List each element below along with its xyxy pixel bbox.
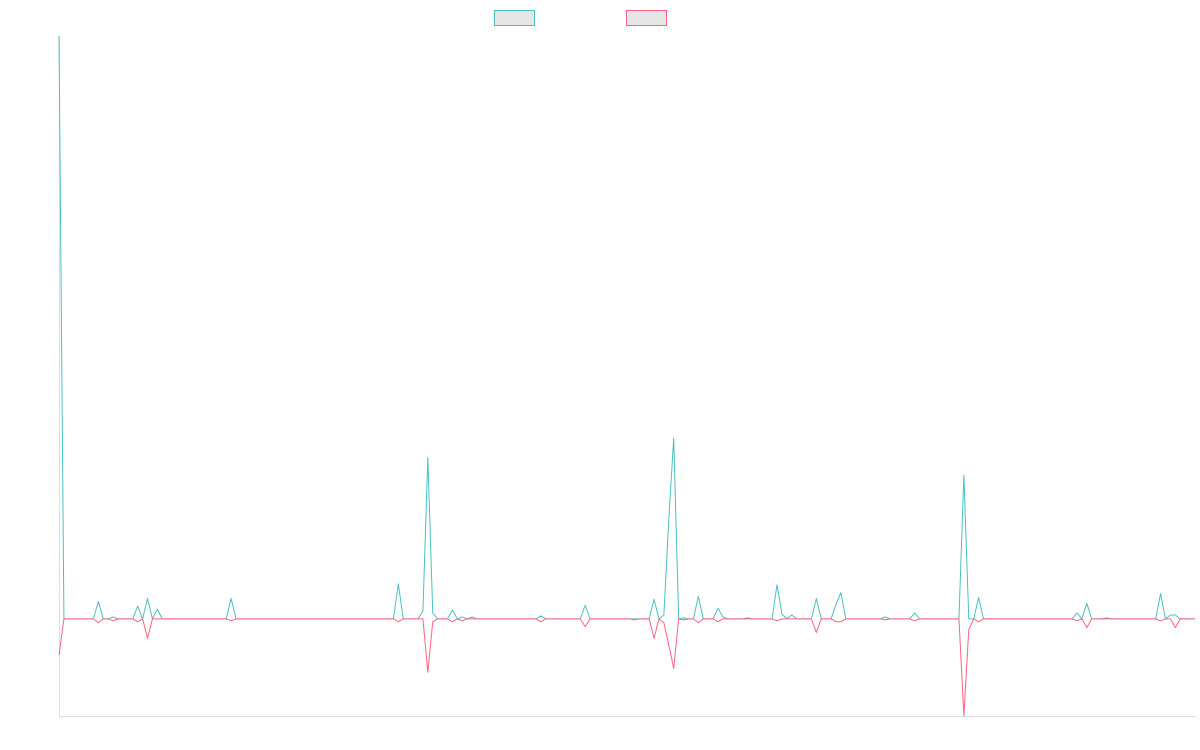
series-line xyxy=(58,35,1195,620)
series-line xyxy=(58,618,1195,717)
legend-swatch xyxy=(494,10,535,26)
legend-swatch xyxy=(626,10,667,26)
